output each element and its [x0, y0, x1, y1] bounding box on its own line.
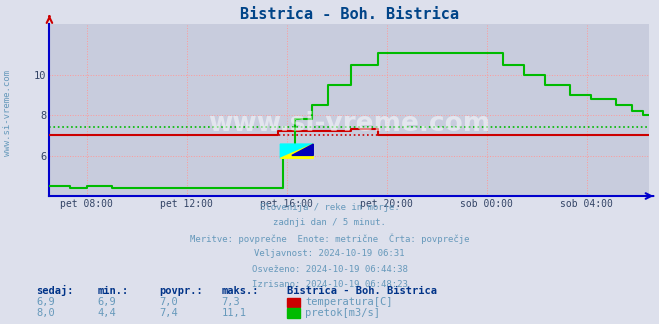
- Text: sedaj:: sedaj:: [36, 285, 74, 296]
- Text: Izrisano: 2024-10-19 06:48:23: Izrisano: 2024-10-19 06:48:23: [252, 280, 407, 289]
- Text: Meritve: povprečne  Enote: metrične  Črta: povprečje: Meritve: povprečne Enote: metrične Črta:…: [190, 234, 469, 244]
- Text: 7,4: 7,4: [159, 308, 178, 318]
- Text: www.si-vreme.com: www.si-vreme.com: [3, 70, 13, 156]
- Text: Bistrica - Boh. Bistrica: Bistrica - Boh. Bistrica: [287, 286, 437, 296]
- Text: 6,9: 6,9: [98, 297, 116, 307]
- Polygon shape: [280, 144, 313, 158]
- Text: min.:: min.:: [98, 286, 129, 296]
- Text: temperatura[C]: temperatura[C]: [305, 297, 393, 307]
- Text: 7,0: 7,0: [159, 297, 178, 307]
- Text: www.si-vreme.com: www.si-vreme.com: [208, 111, 490, 137]
- Text: zadnji dan / 5 minut.: zadnji dan / 5 minut.: [273, 218, 386, 227]
- Text: Veljavnost: 2024-10-19 06:31: Veljavnost: 2024-10-19 06:31: [254, 249, 405, 258]
- Polygon shape: [280, 144, 313, 158]
- Title: Bistrica - Boh. Bistrica: Bistrica - Boh. Bistrica: [240, 7, 459, 22]
- Text: 4,4: 4,4: [98, 308, 116, 318]
- Text: Osveženo: 2024-10-19 06:44:38: Osveženo: 2024-10-19 06:44:38: [252, 265, 407, 274]
- Text: 11,1: 11,1: [221, 308, 246, 318]
- Polygon shape: [292, 144, 313, 156]
- Text: povpr.:: povpr.:: [159, 286, 203, 296]
- Text: maks.:: maks.:: [221, 286, 259, 296]
- Text: Slovenija / reke in morje.: Slovenija / reke in morje.: [260, 202, 399, 212]
- Text: pretok[m3/s]: pretok[m3/s]: [305, 308, 380, 318]
- Text: 7,3: 7,3: [221, 297, 240, 307]
- Text: 6,9: 6,9: [36, 297, 55, 307]
- Text: 8,0: 8,0: [36, 308, 55, 318]
